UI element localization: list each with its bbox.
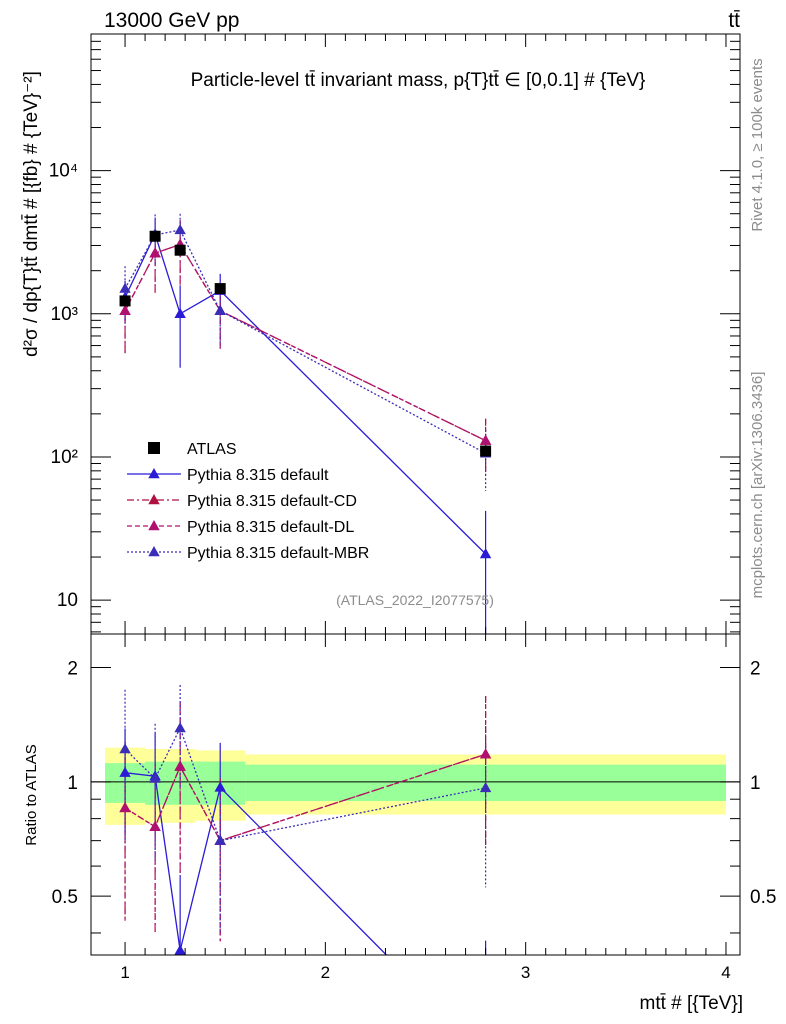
series-line-main bbox=[124, 243, 486, 442]
series-marker-main bbox=[479, 434, 492, 445]
mcplots-label: mcplots.cern.ch [arXiv:1306.3436] bbox=[749, 372, 766, 599]
legend-marker bbox=[148, 468, 160, 479]
legend-label: Pythia 8.315 default bbox=[187, 467, 329, 484]
energy-label: 13000 GeV pp bbox=[104, 9, 239, 32]
legend-label: Pythia 8.315 default-MBR bbox=[187, 545, 369, 562]
y-tick-label: 10² bbox=[51, 447, 78, 468]
axis-ticks bbox=[91, 33, 740, 955]
series-marker-ratio bbox=[119, 743, 131, 754]
series-marker-main bbox=[174, 307, 186, 318]
series-marker-main bbox=[174, 223, 186, 235]
y-tick-label: 10³ bbox=[51, 304, 78, 325]
series-marker-ratio bbox=[214, 834, 226, 845]
series-marker-ratio bbox=[119, 766, 131, 777]
data-marker bbox=[214, 283, 226, 295]
ratio-tick-label-right: 2 bbox=[750, 658, 761, 679]
legend-label: Pythia 8.315 default-DL bbox=[187, 519, 354, 536]
series-marker-main bbox=[119, 282, 131, 293]
ratio-axis-label: Ratio to ATLAS bbox=[23, 744, 40, 845]
ratio-tick-label-left: 2 bbox=[67, 658, 78, 679]
series-marker-ratio bbox=[214, 781, 226, 792]
legend-marker-data bbox=[148, 442, 160, 454]
legend-marker bbox=[148, 494, 160, 505]
ratio-tick-label-right: 0.5 bbox=[750, 887, 776, 908]
data-marker bbox=[119, 295, 131, 307]
data-marker bbox=[174, 244, 186, 256]
legend-label: Pythia 8.315 default-CD bbox=[187, 493, 357, 510]
legend-label-data: ATLAS bbox=[187, 441, 237, 458]
legend: ATLAS Pythia 8.315 default Pythia 8.315 de… bbox=[127, 441, 369, 562]
x-axis-label: mtt̄ # [{TeV}] bbox=[640, 993, 744, 1014]
y-axis-label: d²σ / dp{T}tt̄ dmtt̄ # [{fb} # {TeV}⁻²] bbox=[21, 71, 42, 357]
series-marker-main bbox=[149, 247, 161, 258]
ratio-tick-label-right: 1 bbox=[750, 773, 761, 794]
y-tick-label: 10⁴ bbox=[49, 161, 78, 182]
data-marker bbox=[149, 230, 161, 242]
series-marker-ratio bbox=[479, 781, 492, 793]
series-line-ratio bbox=[124, 726, 486, 842]
series-marker-ratio bbox=[479, 748, 492, 759]
y-tick-label: 10 bbox=[57, 590, 78, 611]
series-marker-ratio bbox=[149, 820, 161, 831]
series-marker-ratio bbox=[149, 772, 161, 783]
series-marker-main bbox=[119, 304, 131, 315]
analysis-watermark: (ATLAS_2022_I2077575) bbox=[336, 592, 494, 608]
rivet-version-label: Rivet 4.1.0, ≥ 100k events bbox=[749, 58, 766, 231]
tick-labels: 1 2 3 4 10 10² 10³ 10⁴ 0.5 0.5 1 1 2 2 bbox=[49, 161, 777, 982]
chart-title: Particle-level tt̄ invariant mass, p{T}t… bbox=[191, 70, 646, 91]
data-marker bbox=[480, 445, 492, 457]
ratio-tick-label-left: 0.5 bbox=[52, 887, 78, 908]
ratio-bands bbox=[91, 747, 740, 825]
ratio-plot-frame bbox=[90, 633, 741, 956]
error-bars bbox=[124, 213, 487, 955]
series-line-main bbox=[124, 243, 486, 442]
legend-marker bbox=[148, 546, 160, 557]
series-marker-ratio bbox=[174, 760, 186, 771]
markers bbox=[119, 223, 492, 955]
series-marker-ratio bbox=[174, 722, 186, 733]
x-tick-label: 1 bbox=[120, 963, 129, 982]
ratio-tick-label-left: 1 bbox=[67, 773, 78, 794]
main-plot-frame bbox=[90, 33, 741, 635]
series-marker-main bbox=[479, 547, 492, 559]
x-tick-label: 3 bbox=[521, 963, 530, 982]
legend-marker bbox=[148, 520, 160, 531]
series-marker-ratio bbox=[174, 944, 186, 955]
series-line-main bbox=[124, 229, 486, 454]
process-label: tt̄ bbox=[728, 9, 740, 32]
series-lines bbox=[124, 229, 487, 955]
x-tick-label: 2 bbox=[321, 963, 330, 982]
x-tick-label: 4 bbox=[721, 963, 730, 982]
series-marker-main bbox=[214, 304, 226, 315]
series-marker-ratio bbox=[119, 801, 131, 813]
